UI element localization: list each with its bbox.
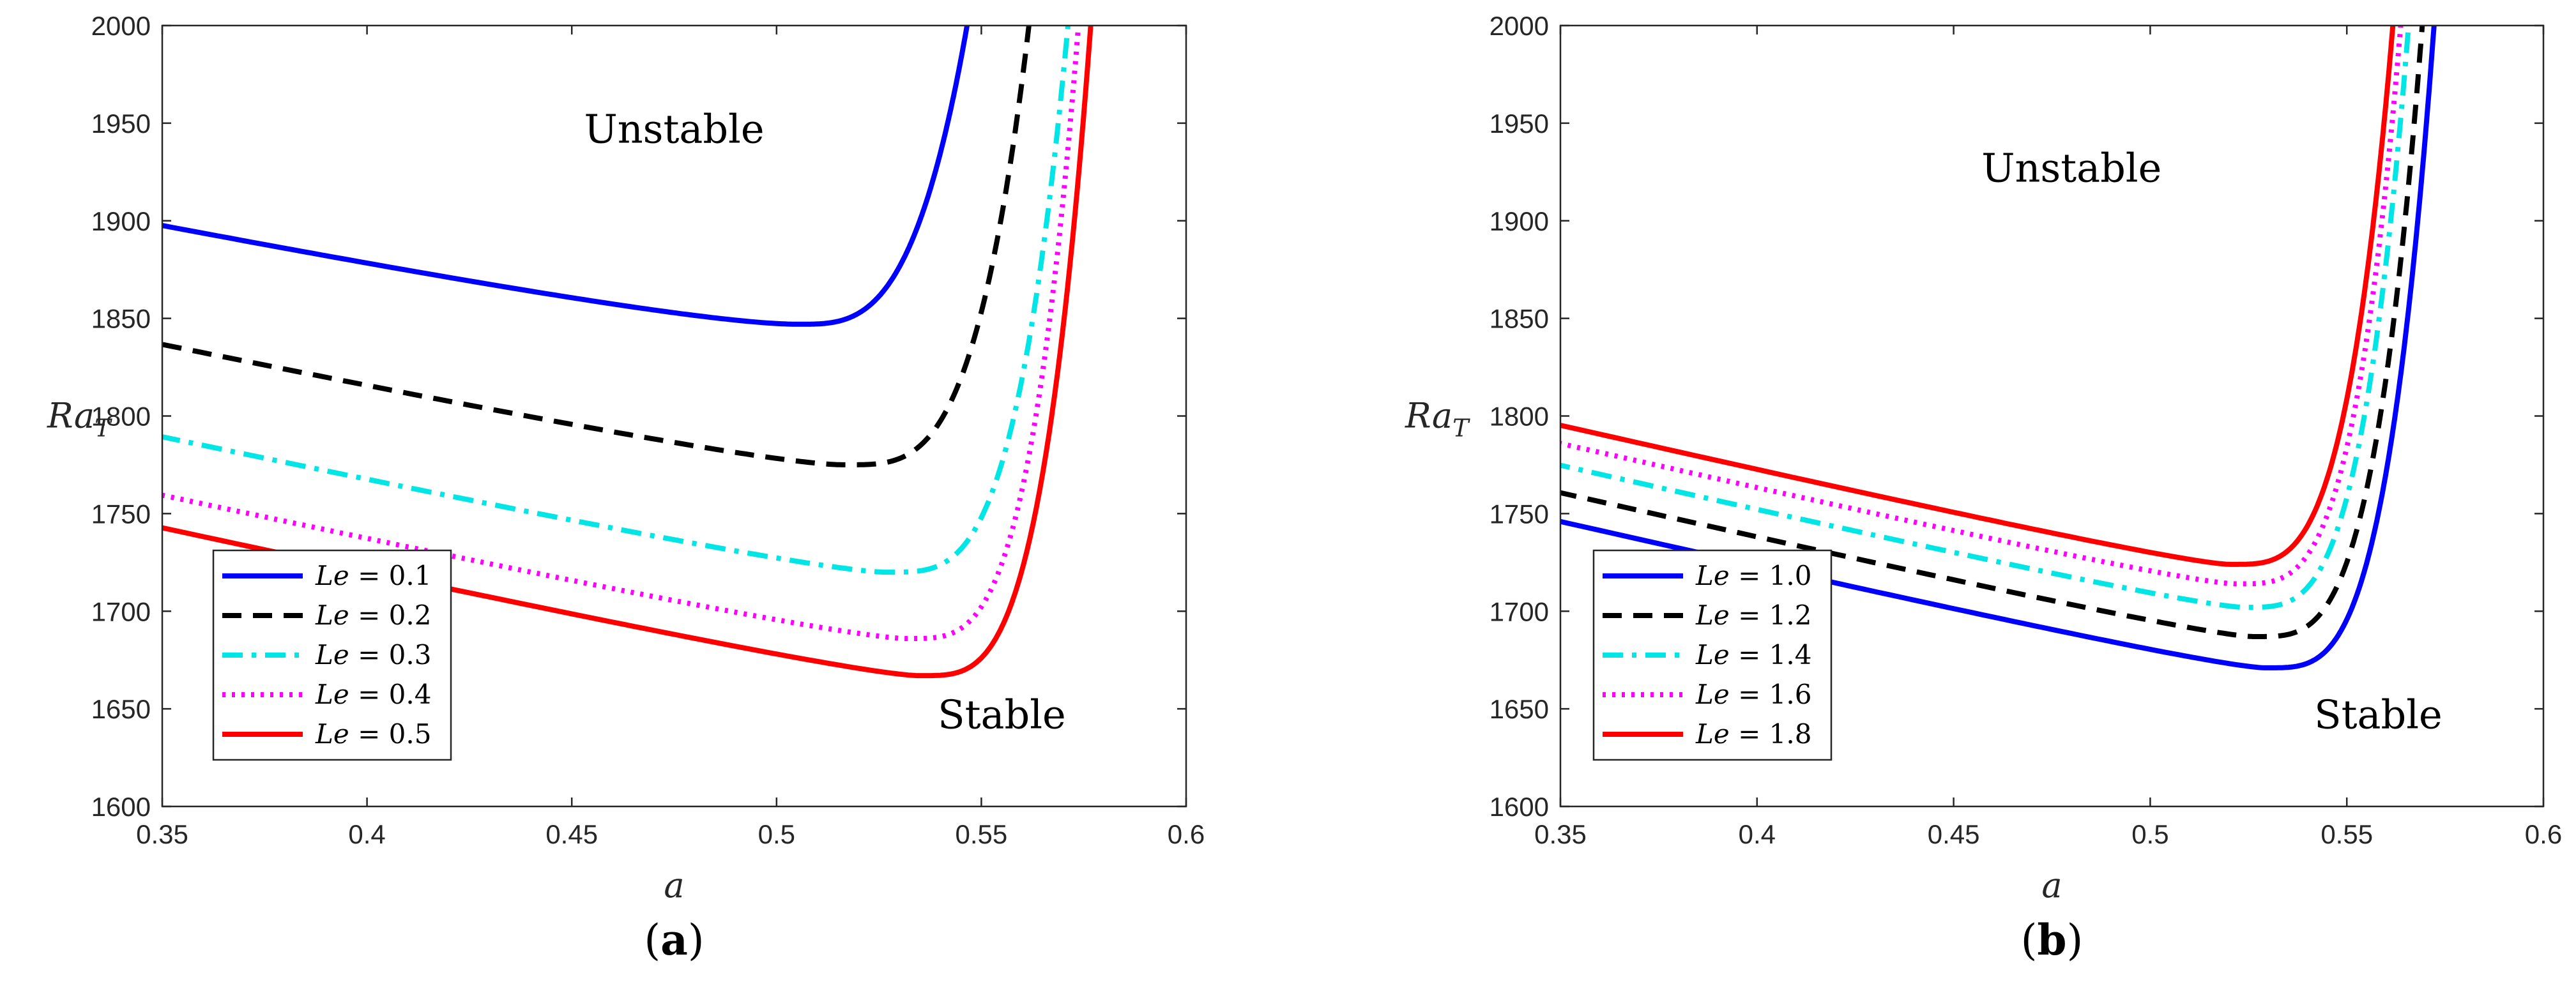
series-line-5: [162, 26, 1094, 679]
legend-label-1: Le = 0.1: [315, 560, 431, 591]
y-tick-label: 1750: [91, 499, 151, 529]
x-tick-label: 0.5: [2131, 819, 2168, 849]
y-tick-label: 2000: [1490, 11, 1549, 41]
legend-label-5: Le = 1.8: [1695, 718, 1811, 750]
x-tick-label: 0.4: [348, 819, 385, 849]
y-tick-label: 1950: [1490, 109, 1549, 139]
x-axis-label: a: [2041, 865, 2062, 905]
y-tick-label: 1950: [91, 109, 151, 139]
x-tick-label: 0.6: [1168, 819, 1205, 849]
x-tick-label: 0.6: [2525, 819, 2562, 849]
y-tick-label: 1600: [1490, 792, 1549, 822]
x-tick-label: 0.55: [956, 819, 1008, 849]
stable-region-label: Stable: [2314, 692, 2443, 738]
y-tick-label: 1750: [1490, 499, 1549, 529]
chart-panel-a: 0.35 0.4 0.45 0.5 0.55 0.6 1600 1650 1700 1750 180…: [47, 11, 1205, 965]
legend: Le = 1.0 Le = 1.2 Le = 1.4 Le = 1.6 Le = 1.8: [1592, 549, 1833, 761]
series-line-1: [1560, 26, 2437, 670]
legend-label-2: Le = 1.2: [1695, 600, 1811, 631]
legend-label-3: Le = 1.4: [1695, 639, 1811, 670]
y-axis-label: RaT: [1405, 396, 1470, 442]
legend-label-3: Le = 0.3: [315, 639, 431, 670]
chart-panel-b: 0.35 0.4 0.45 0.5 0.55 0.6 1600 1650 1700 1750 180…: [1405, 11, 2562, 965]
x-tick-label: 0.4: [1739, 819, 1776, 849]
y-axis-label: RaT: [47, 396, 112, 442]
x-tick-label: 0.35: [1534, 819, 1587, 849]
y-tick-label: 1850: [91, 304, 151, 334]
series-line-3: [1560, 26, 2411, 610]
series-line-2: [1560, 26, 2425, 639]
y-tick-label: 1850: [1490, 304, 1549, 334]
y-tick-label: 1900: [1490, 206, 1549, 236]
y-tick-label: 1800: [91, 402, 151, 432]
panel-label: (a): [644, 915, 704, 965]
x-tick-label: 0.45: [545, 819, 598, 849]
x-tick-label: 0.5: [758, 819, 795, 849]
y-tick-label: 1700: [1490, 596, 1549, 626]
unstable-region-label: Unstable: [584, 105, 764, 152]
legend-label-1: Le = 1.0: [1695, 560, 1811, 591]
y-tick-label: 1700: [91, 596, 151, 626]
x-axis-label: a: [664, 865, 684, 905]
series-line-1: [162, 26, 970, 327]
stable-region-label: Stable: [938, 692, 1066, 738]
legend-label-2: Le = 0.2: [315, 600, 431, 631]
x-tick-label: 0.35: [136, 819, 188, 849]
y-tick-label: 2000: [91, 11, 151, 41]
y-tick-label: 1900: [91, 206, 151, 236]
series-line-3: [162, 26, 1071, 575]
legend-label-5: Le = 0.5: [315, 718, 431, 750]
series-group: [1560, 26, 2437, 670]
y-tick-label: 1600: [91, 792, 151, 822]
x-tick-label: 0.55: [2321, 819, 2373, 849]
y-tick-label: 1650: [91, 694, 151, 724]
series-group: [162, 26, 1094, 679]
unstable-region-label: Unstable: [1981, 145, 2161, 192]
legend: Le = 0.1 Le = 0.2 Le = 0.3 Le = 0.4 Le = 0.5: [212, 549, 452, 761]
series-line-4: [162, 26, 1081, 642]
panel-label: (b): [2021, 915, 2084, 965]
series-line-2: [162, 26, 1032, 467]
y-tick-label: 1800: [1490, 402, 1549, 432]
x-tick-label: 0.45: [1928, 819, 1980, 849]
series-line-5: [1560, 26, 2396, 567]
legend-label-4: Le = 1.6: [1695, 679, 1811, 710]
y-tick-label: 1650: [1490, 694, 1549, 724]
legend-label-4: Le = 0.4: [315, 679, 431, 710]
